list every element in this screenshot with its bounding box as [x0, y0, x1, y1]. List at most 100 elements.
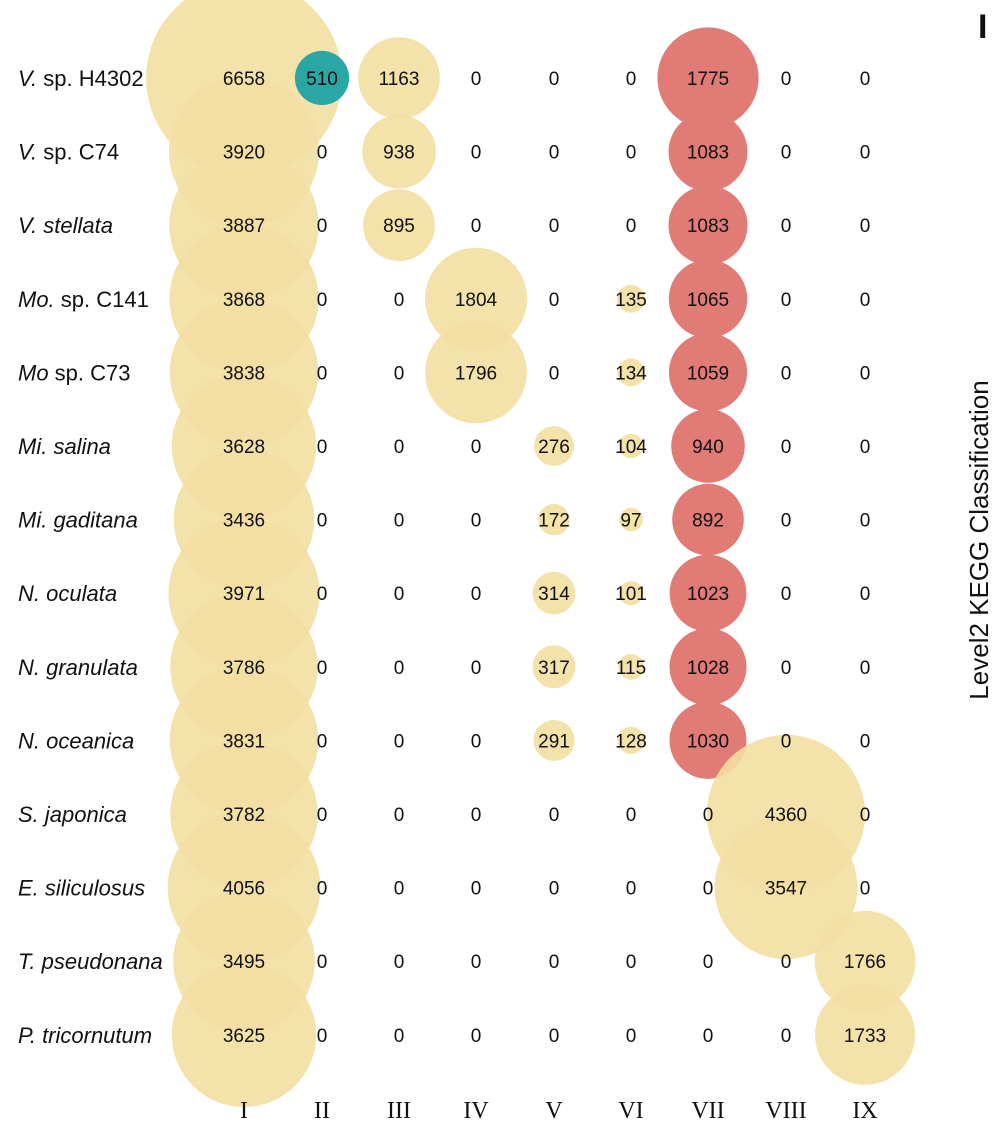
- value-label: 3436: [223, 511, 265, 532]
- value-label: 0: [703, 952, 714, 973]
- bubble-2-VII: [668, 185, 748, 265]
- bubble-3-VII: [668, 259, 748, 338]
- category-tick-VIII: VIII: [765, 1098, 806, 1122]
- value-label: 0: [781, 1026, 792, 1047]
- value-label: 1030: [687, 731, 729, 752]
- value-label: 0: [317, 216, 328, 237]
- value-label: 1065: [687, 290, 729, 311]
- value-label: 3547: [765, 879, 807, 900]
- bubble-layer: [146, 0, 916, 1107]
- value-label: 1804: [455, 290, 498, 311]
- species-label: N. granulata: [18, 655, 138, 680]
- value-label: 0: [471, 584, 482, 605]
- category-tick-I: I: [240, 1098, 248, 1122]
- species-label: V. sp. H4302: [18, 66, 144, 91]
- bubble-6-V: [538, 503, 570, 536]
- bubble-8-VII: [669, 628, 747, 706]
- value-label: 314: [538, 584, 570, 605]
- bubble-6-VII: [672, 483, 744, 556]
- value-label: 0: [471, 805, 482, 826]
- value-label: 0: [626, 69, 637, 90]
- value-label: 0: [781, 290, 792, 311]
- value-label: 1775: [687, 69, 729, 90]
- value-label: 101: [615, 584, 647, 605]
- species-label: V. stellata: [18, 213, 113, 238]
- value-label: 0: [394, 363, 405, 384]
- bubble-2-III: [363, 189, 435, 262]
- value-label: 0: [626, 952, 637, 973]
- value-label: 0: [471, 437, 482, 458]
- value-label: 3831: [223, 731, 265, 752]
- value-label: 3887: [223, 216, 265, 237]
- value-label: 0: [860, 584, 871, 605]
- value-label: 1163: [379, 69, 420, 90]
- species-label: T. pseudonana: [18, 949, 163, 974]
- value-label: 3868: [223, 290, 265, 311]
- bubble-7-V: [532, 571, 576, 615]
- value-label: 291: [538, 731, 570, 752]
- value-label: 0: [471, 1026, 482, 1047]
- category-tick-VI: VI: [618, 1098, 643, 1122]
- species-label: Mo. sp. C141: [18, 287, 149, 312]
- bubble-3-IV: [425, 247, 527, 350]
- bubble-9-VI: [617, 726, 645, 755]
- value-label: 0: [394, 290, 405, 311]
- value-label: 0: [317, 805, 328, 826]
- species-label: P. tricornutum: [18, 1023, 152, 1048]
- value-label: 0: [471, 143, 482, 164]
- bubble-13-I: [171, 962, 317, 1107]
- value-label: 3495: [223, 952, 265, 973]
- value-label: 115: [616, 658, 646, 679]
- value-label: 0: [626, 1026, 637, 1047]
- side-axis-title: Level2 KEGG Classification: [964, 380, 992, 699]
- value-label: 0: [781, 584, 792, 605]
- value-label: 1023: [687, 584, 729, 605]
- bubble-8-V: [532, 645, 576, 689]
- value-label: 4056: [223, 879, 265, 900]
- value-label: 0: [394, 437, 405, 458]
- value-label: 0: [549, 879, 560, 900]
- bubble-4-VI: [617, 358, 645, 387]
- bubble-5-VI: [618, 433, 644, 459]
- species-label: Mi. gaditana: [18, 508, 138, 533]
- species-label: N. oceanica: [18, 728, 134, 753]
- value-label: 0: [781, 69, 792, 90]
- value-label: 0: [781, 437, 792, 458]
- value-label: 0: [781, 731, 792, 752]
- species-label: E. siliculosus: [18, 876, 145, 901]
- bubble-1-VII: [668, 112, 748, 192]
- value-label: 0: [317, 952, 328, 973]
- value-label: 3625: [223, 1026, 265, 1047]
- category-tick-III: III: [387, 1098, 411, 1122]
- value-label: 0: [703, 879, 714, 900]
- value-label: 1733: [844, 1026, 886, 1047]
- value-label: 1028: [687, 658, 729, 679]
- value-label: 0: [549, 805, 560, 826]
- value-label: 0: [549, 363, 560, 384]
- bubble-6-VI: [619, 507, 643, 532]
- value-label: 0: [781, 952, 792, 973]
- bubble-7-VII: [669, 554, 747, 632]
- value-label: 0: [626, 216, 637, 237]
- value-label: 0: [471, 511, 482, 532]
- value-label: 134: [615, 363, 647, 384]
- value-label: 0: [317, 143, 328, 164]
- panel-letter: I: [978, 8, 987, 46]
- value-label: 0: [317, 658, 328, 679]
- bubble-9-V: [533, 719, 575, 761]
- value-label: 0: [471, 731, 482, 752]
- value-label: 0: [394, 584, 405, 605]
- value-label: 0: [471, 879, 482, 900]
- value-label: 0: [781, 658, 792, 679]
- species-label: Mo sp. C73: [18, 360, 131, 385]
- species-label-layer: 6658 510 1163 0 0 0 1775 0 0 3920 0 938 0 0 0 1083 0 0 388…: [18, 66, 886, 1048]
- value-label: 0: [860, 143, 871, 164]
- value-label: 172: [538, 511, 570, 532]
- value-label: 135: [615, 290, 647, 311]
- value-label: 0: [394, 805, 405, 826]
- value-label: 0: [471, 216, 482, 237]
- value-label: 3971: [223, 584, 265, 605]
- value-label: 0: [549, 1026, 560, 1047]
- value-label: 0: [626, 805, 637, 826]
